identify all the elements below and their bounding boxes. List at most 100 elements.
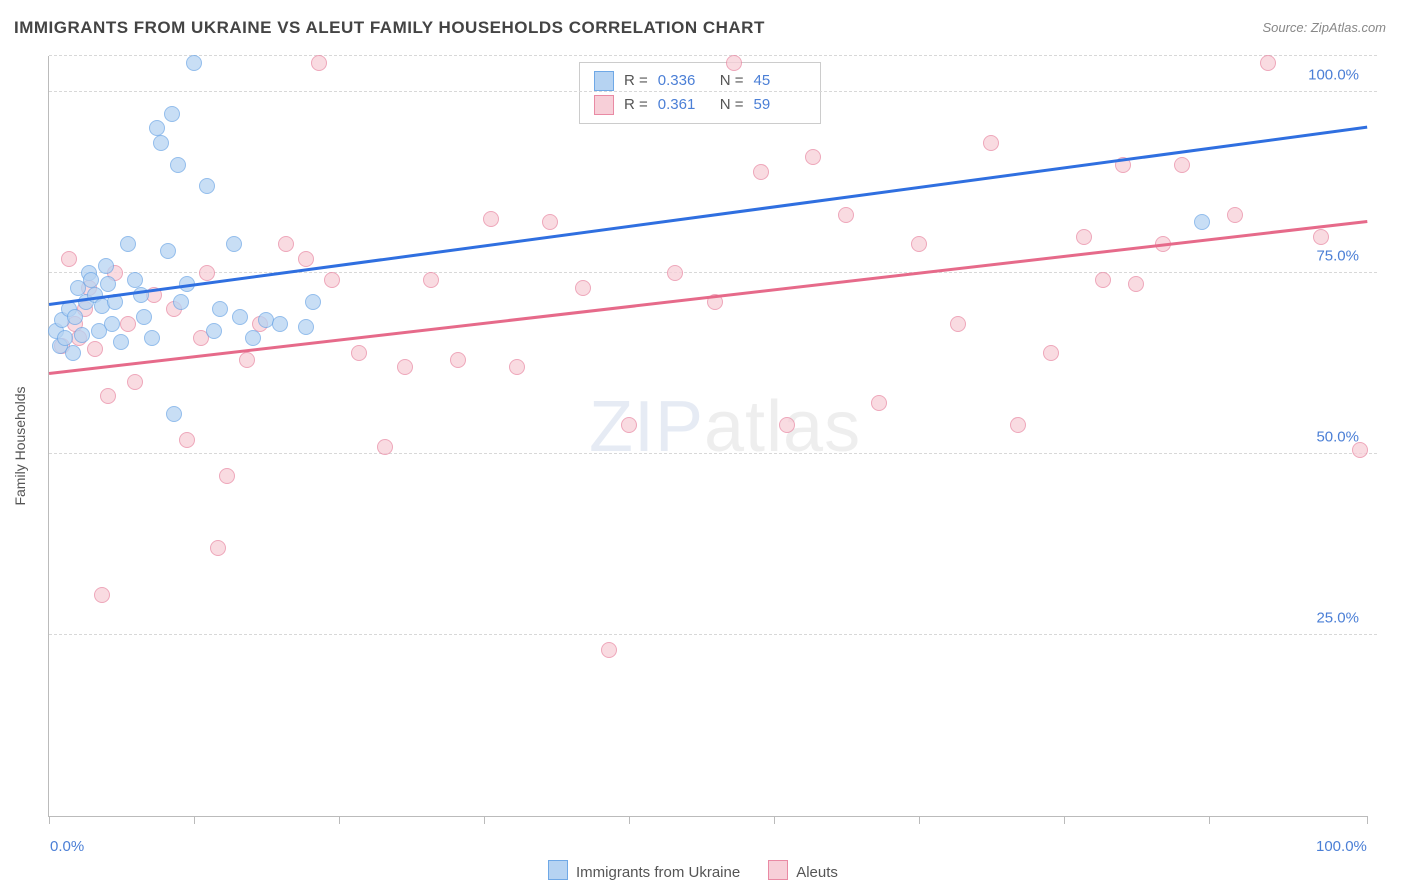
gridline: [49, 634, 1377, 635]
data-point: [219, 468, 235, 484]
legend-r-label: R =: [624, 69, 648, 93]
data-point: [450, 352, 466, 368]
data-point: [1043, 345, 1059, 361]
legend-n-value: 59: [754, 93, 806, 117]
data-point: [144, 330, 160, 346]
data-point: [164, 106, 180, 122]
y-tick-label: 50.0%: [1316, 429, 1359, 446]
data-point: [67, 309, 83, 325]
x-tick: [339, 816, 340, 824]
data-point: [423, 272, 439, 288]
data-point: [87, 341, 103, 357]
series-legend: Immigrants from Ukraine Aleuts: [548, 860, 838, 881]
data-point: [278, 236, 294, 252]
data-point: [210, 540, 226, 556]
data-point: [950, 316, 966, 332]
chart-title: IMMIGRANTS FROM UKRAINE VS ALEUT FAMILY …: [14, 18, 765, 37]
data-point: [179, 432, 195, 448]
data-point: [1095, 272, 1111, 288]
legend-r-label: R =: [624, 93, 648, 117]
data-point: [324, 272, 340, 288]
data-point: [272, 316, 288, 332]
data-point: [575, 280, 591, 296]
data-point: [149, 120, 165, 136]
x-tick: [484, 816, 485, 824]
data-point: [621, 417, 637, 433]
data-point: [120, 316, 136, 332]
data-point: [186, 55, 202, 71]
x-tick: [1367, 816, 1368, 824]
data-point: [127, 374, 143, 390]
data-point: [911, 236, 927, 252]
y-tick-label: 100.0%: [1308, 67, 1359, 84]
data-point: [166, 406, 182, 422]
data-point: [871, 395, 887, 411]
data-point: [83, 272, 99, 288]
x-tick: [194, 816, 195, 824]
legend-n-label: N =: [720, 93, 744, 117]
source-label: Source: ZipAtlas.com: [1262, 20, 1386, 35]
x-tick: [1209, 816, 1210, 824]
data-point: [779, 417, 795, 433]
data-point: [160, 243, 176, 259]
data-point: [305, 294, 321, 310]
data-point: [311, 55, 327, 71]
legend-r-value: 0.361: [658, 93, 710, 117]
legend-item-label: Immigrants from Ukraine: [576, 864, 740, 881]
y-tick-label: 25.0%: [1316, 610, 1359, 627]
data-point: [98, 258, 114, 274]
watermark-bold: ZIP: [589, 387, 704, 467]
legend-item: Aleuts: [768, 860, 838, 881]
data-point: [226, 236, 242, 252]
trend-line: [49, 126, 1367, 306]
data-point: [100, 276, 116, 292]
data-point: [726, 55, 742, 71]
data-point: [838, 207, 854, 223]
y-axis-title: Family Households: [12, 386, 28, 505]
legend-n-label: N =: [720, 69, 744, 93]
data-point: [206, 323, 222, 339]
data-point: [351, 345, 367, 361]
gridline: [49, 55, 1377, 56]
data-point: [61, 251, 77, 267]
data-point: [1128, 276, 1144, 292]
data-point: [1313, 229, 1329, 245]
x-tick: [49, 816, 50, 824]
data-point: [104, 316, 120, 332]
legend-swatch: [594, 95, 614, 115]
data-point: [1194, 214, 1210, 230]
data-point: [397, 359, 413, 375]
legend-swatch: [768, 860, 788, 880]
data-point: [239, 352, 255, 368]
data-point: [1352, 442, 1368, 458]
legend-row: R = 0.336 N = 45: [594, 69, 806, 93]
data-point: [199, 178, 215, 194]
data-point: [667, 265, 683, 281]
data-point: [298, 251, 314, 267]
trend-line: [49, 220, 1367, 374]
y-tick-label: 75.0%: [1316, 248, 1359, 265]
data-point: [1010, 417, 1026, 433]
x-tick: [774, 816, 775, 824]
data-point: [100, 388, 116, 404]
data-point: [74, 327, 90, 343]
x-tick: [629, 816, 630, 824]
data-point: [377, 439, 393, 455]
gridline: [49, 453, 1377, 454]
data-point: [805, 149, 821, 165]
legend-row: R = 0.361 N = 59: [594, 93, 806, 117]
x-axis-max-label: 100.0%: [1316, 838, 1367, 855]
data-point: [65, 345, 81, 361]
data-point: [753, 164, 769, 180]
legend-n-value: 45: [754, 69, 806, 93]
data-point: [601, 642, 617, 658]
data-point: [136, 309, 152, 325]
chart-plot-area: ZIPatlas R =0.336N =45R =0.361N =59 25.0…: [48, 56, 1367, 817]
data-point: [94, 587, 110, 603]
correlation-legend: R = 0.336 N = 45 R = 0.361 N = 59: [579, 62, 821, 124]
legend-item-label: Aleuts: [796, 864, 838, 881]
data-point: [199, 265, 215, 281]
legend-r-value: 0.336: [658, 69, 710, 93]
x-axis-min-label: 0.0%: [50, 838, 84, 855]
data-point: [1260, 55, 1276, 71]
